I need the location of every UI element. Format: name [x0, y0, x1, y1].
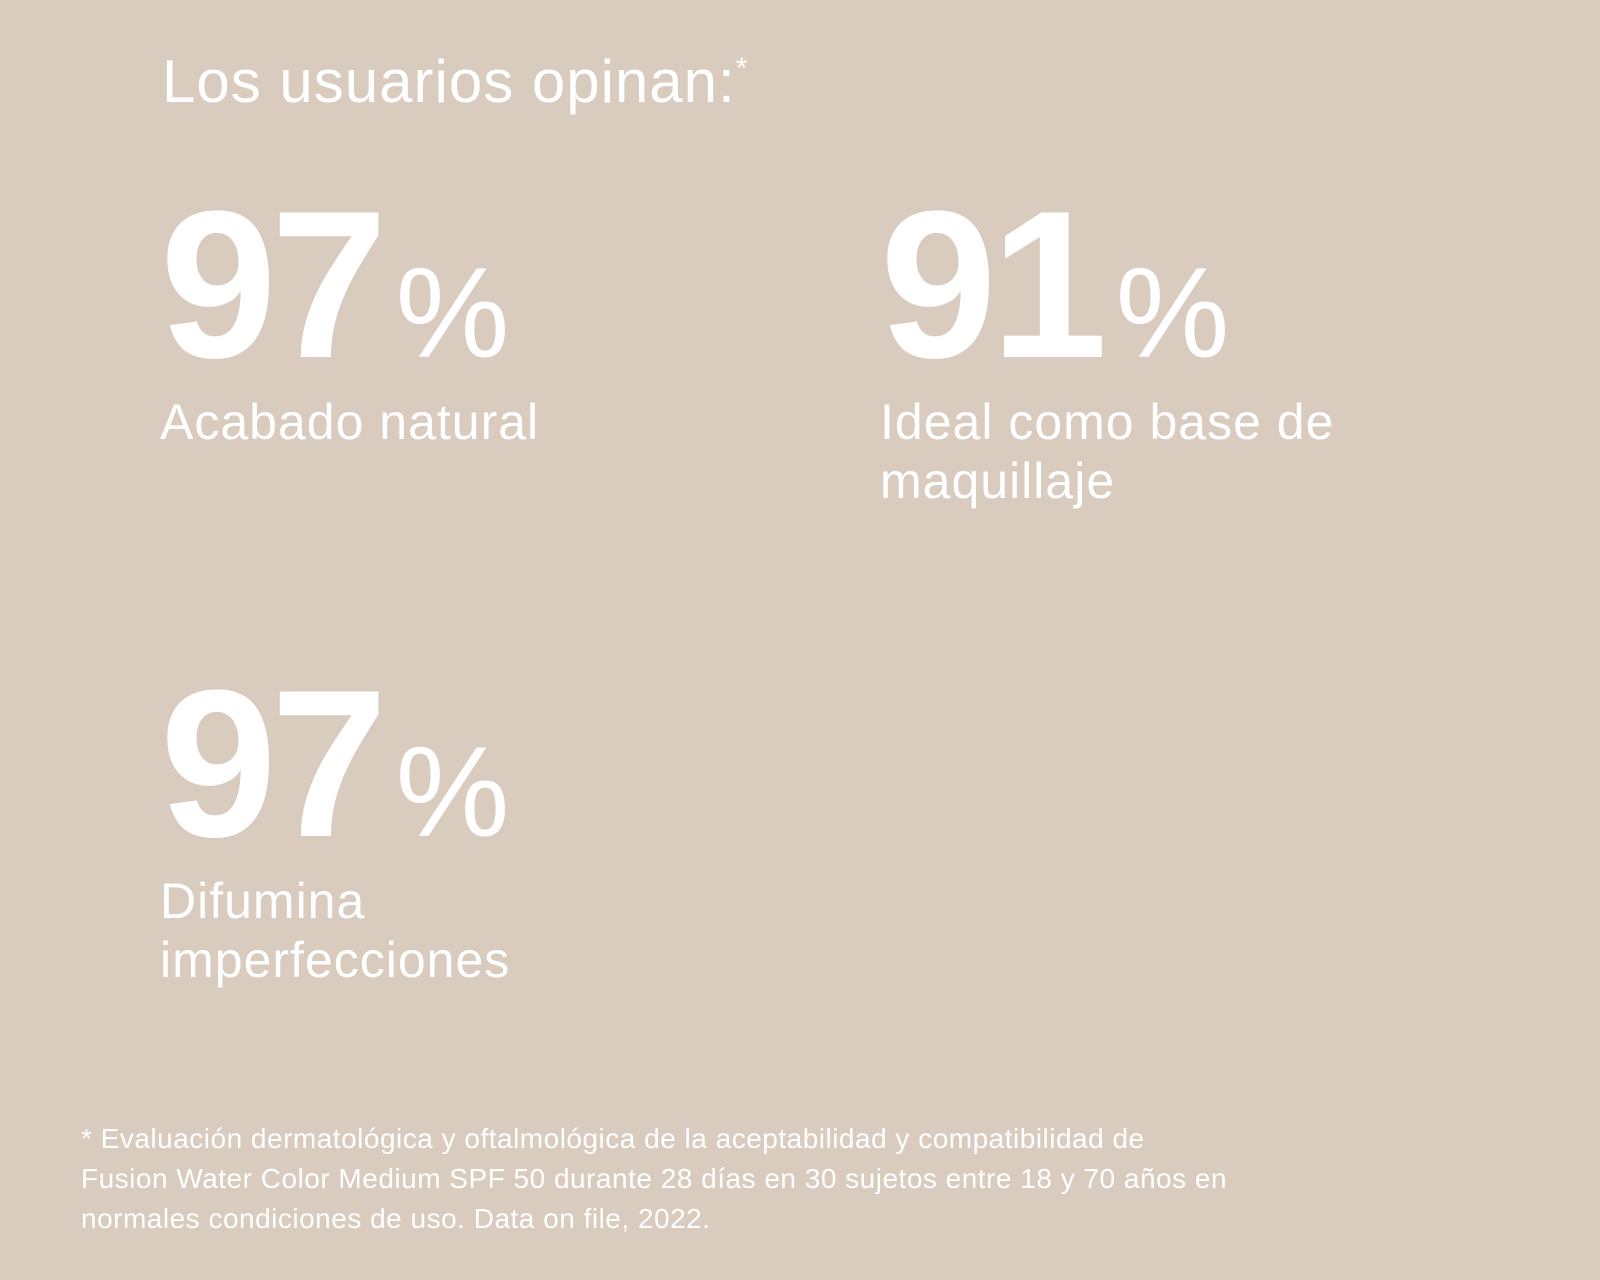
stat-figure: 97%: [160, 167, 509, 402]
stat-figure: 91%: [880, 167, 1229, 402]
stat-unit: %: [1116, 242, 1230, 385]
stat-value: 97: [160, 167, 382, 402]
stat-label: Difumina: [160, 873, 365, 929]
footnote-line: normales condiciones de uso. Data on fil…: [81, 1203, 711, 1234]
footnote-line: * Evaluación dermatológica y oftalmológi…: [81, 1123, 1145, 1154]
stat-value: 91: [880, 167, 1102, 402]
stat-label: Acabado natural: [160, 394, 539, 450]
stat-figure: 97%: [160, 646, 509, 881]
stat-unit: %: [396, 242, 510, 385]
stat-label: imperfecciones: [160, 932, 510, 988]
stat-label: Ideal como base de: [880, 394, 1334, 450]
title-mark: *: [736, 52, 749, 85]
footnote-line: Fusion Water Color Medium SPF 50 durante…: [81, 1163, 1227, 1194]
stat-unit: %: [396, 721, 510, 864]
title-text: Los usuarios opinan:: [162, 48, 736, 115]
stat-label: maquillaje: [880, 453, 1115, 509]
title: Los usuarios opinan:*: [162, 48, 748, 115]
stat-value: 97: [160, 646, 382, 881]
